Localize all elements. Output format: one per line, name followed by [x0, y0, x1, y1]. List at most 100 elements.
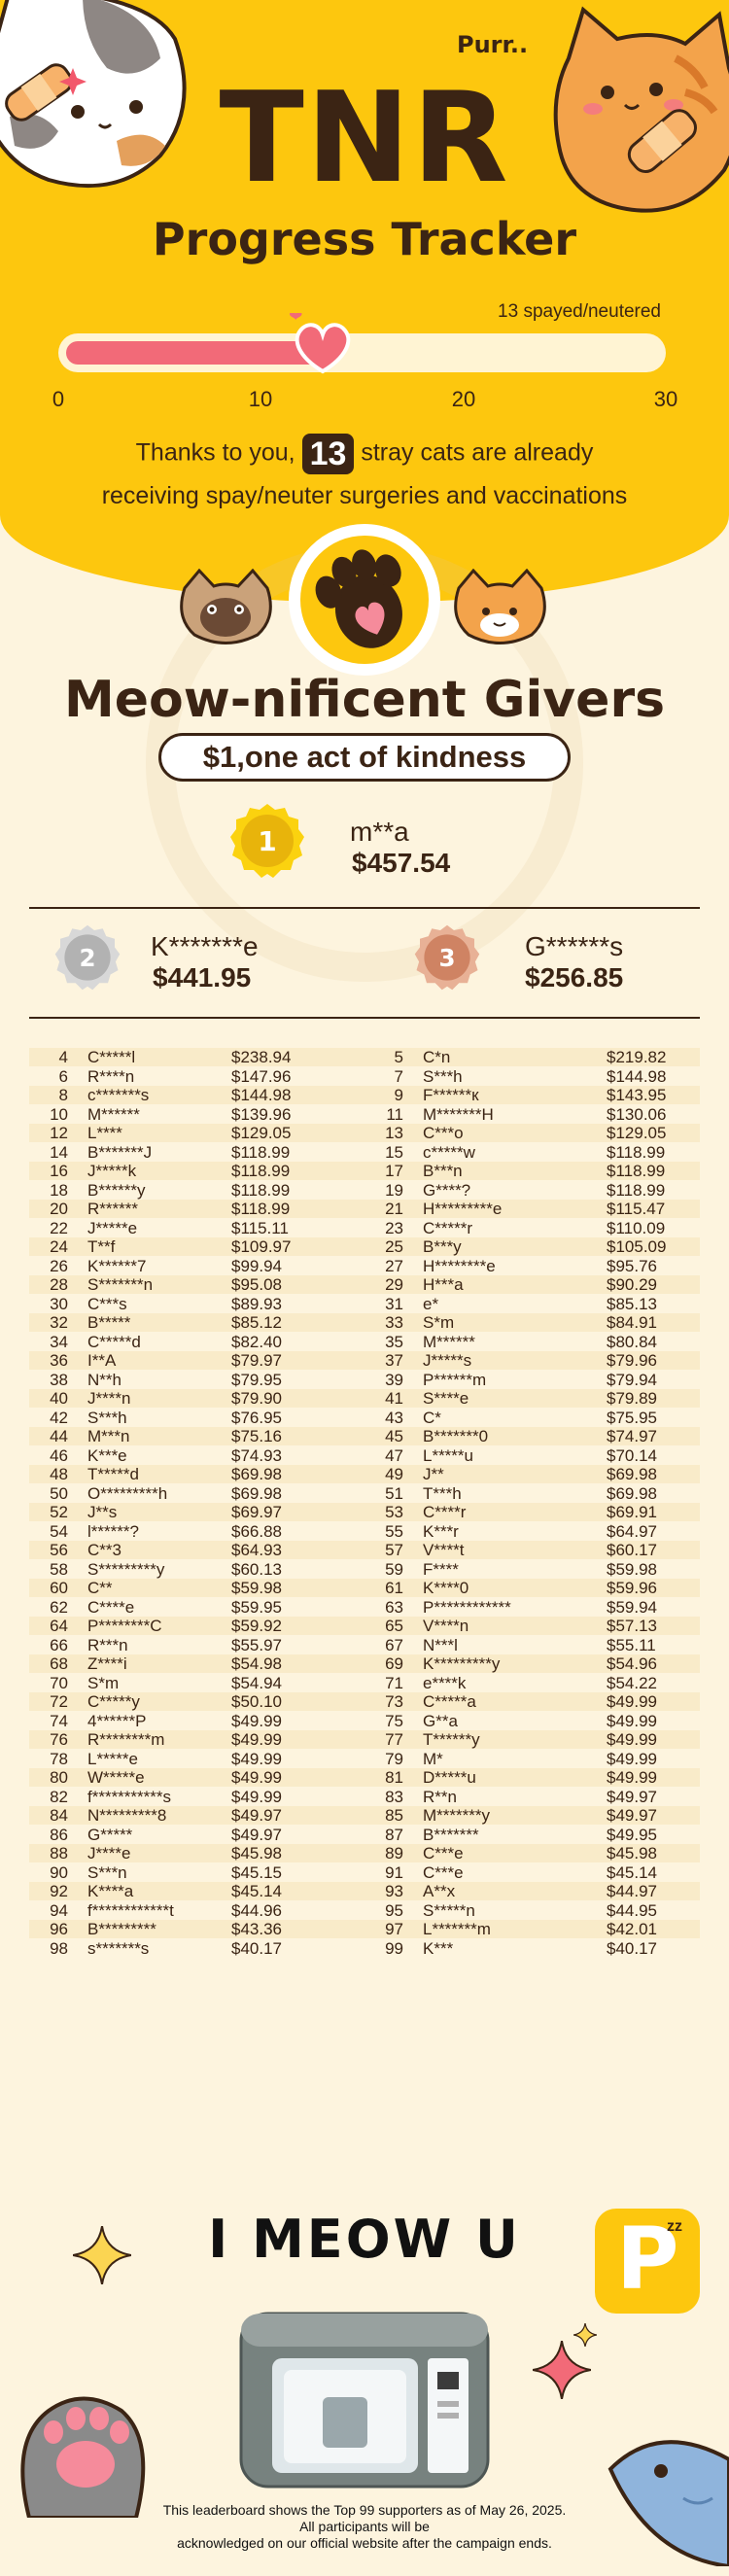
supporter-amount: $79.90 [231, 1389, 282, 1408]
supporter-amount: $70.14 [607, 1446, 657, 1465]
progress-tick-label: 10 [248, 387, 273, 411]
supporter-amount: $45.98 [607, 1844, 657, 1862]
supporter-amount: $49.99 [231, 1730, 282, 1749]
supporter-name: C*****y [87, 1692, 140, 1711]
supporter-amount: $69.98 [231, 1484, 282, 1503]
supporter-rank: 48 [50, 1465, 68, 1483]
silver-name: K*******e [151, 931, 259, 961]
supporter-rank: 26 [50, 1257, 68, 1275]
supporter-name: R********m [87, 1730, 165, 1749]
supporter-amount: $79.95 [231, 1371, 282, 1389]
supporter-rank: 92 [50, 1882, 68, 1900]
supporter-rank: 19 [385, 1181, 403, 1200]
supporter-amount: $129.05 [607, 1124, 667, 1142]
supporter-rank: 34 [50, 1333, 68, 1351]
heart-icon [289, 313, 351, 374]
supporter-name: K*********y [423, 1654, 501, 1673]
supporter-name: C*****a [423, 1692, 476, 1711]
supporter-rank: 35 [385, 1333, 403, 1351]
supporter-amount: $45.15 [231, 1863, 282, 1882]
supporter-rank: 30 [50, 1295, 68, 1313]
leaderboard-row: 50 O*********h $69.98 51 T***h $69.98 [29, 1484, 700, 1503]
supporter-amount: $59.96 [607, 1579, 657, 1597]
supporter-name: K***r [423, 1522, 459, 1541]
supporter-rank: 14 [50, 1143, 68, 1162]
supporter-name: P********C [87, 1617, 162, 1635]
supporter-amount: $69.98 [607, 1465, 657, 1483]
supporter-rank: 93 [385, 1882, 403, 1900]
supporter-name: B***n [423, 1162, 463, 1180]
supporter-amount: $50.10 [231, 1692, 282, 1711]
supporter-amount: $42.01 [607, 1920, 657, 1938]
cat-paw-illustration [20, 2396, 146, 2518]
supporter-name: C****r [423, 1503, 467, 1521]
cat-count-badge: 13 [301, 434, 355, 474]
leaderboard-row: 30 C***s $89.93 31 e* $85.13 [29, 1295, 700, 1313]
supporter-name: V****t [423, 1541, 465, 1559]
supporter-name: Z****i [87, 1654, 127, 1673]
supporter-name: V****n [423, 1617, 469, 1635]
leaderboard-row: 84 N*********8 $49.97 85 M*******y $49.97 [29, 1806, 700, 1825]
i-meow-u-slogan: I MEOW U [208, 2209, 521, 2270]
supporter-name: C***e [423, 1863, 464, 1882]
supporter-amount: $105.09 [607, 1237, 667, 1256]
supporter-amount: $59.95 [231, 1598, 282, 1617]
leaderboard-row: 8 c*******s $144.98 9 F******к $143.95 [29, 1086, 700, 1104]
supporter-name: c*****w [423, 1143, 475, 1162]
supporter-amount: $115.11 [231, 1219, 289, 1237]
supporter-name: K******7 [87, 1257, 147, 1275]
bronze-medal-icon: 3 [414, 924, 480, 991]
supporter-rank: 49 [385, 1465, 403, 1483]
supporter-rank: 27 [385, 1257, 403, 1275]
brand-logo: P zz [595, 2209, 700, 2314]
supporter-rank: 90 [50, 1863, 68, 1882]
supporter-name: l******? [87, 1522, 139, 1541]
supporter-rank: 73 [385, 1692, 403, 1711]
leaderboard-row: 64 P********C $59.92 65 V****n $57.13 [29, 1617, 700, 1635]
supporter-name: M****** [423, 1333, 475, 1351]
supporter-name: B********* [87, 1920, 156, 1938]
thanks-prefix: Thanks to you, [135, 438, 295, 467]
leaderboard-row: 52 J**s $69.97 53 C****r $69.91 [29, 1503, 700, 1521]
leaderboard-row: 48 T*****d $69.98 49 J** $69.98 [29, 1465, 700, 1483]
supporter-amount: $49.97 [607, 1788, 657, 1806]
divider-top [29, 907, 700, 909]
supporter-name: C* [423, 1409, 441, 1427]
supporter-name: S****e [423, 1389, 469, 1408]
leaderboard-row: 72 C*****y $50.10 73 C*****a $49.99 [29, 1692, 700, 1711]
supporter-name: F******к [423, 1086, 479, 1104]
leaderboard-row: 56 C**3 $64.93 57 V****t $60.17 [29, 1541, 700, 1559]
supporter-name: f************t [87, 1901, 174, 1920]
silver-amount: $441.95 [153, 962, 252, 992]
supporter-name: P******m [423, 1371, 487, 1389]
supporter-rank: 36 [50, 1351, 68, 1370]
supporter-amount: $40.17 [607, 1939, 657, 1958]
supporter-name: C***e [423, 1844, 464, 1862]
supporter-name: R****** [87, 1200, 138, 1218]
supporter-amount: $59.92 [231, 1617, 282, 1635]
supporter-name: M*******y [423, 1806, 490, 1825]
supporter-rank: 87 [385, 1826, 403, 1844]
hero-banner: Purr.. TNR Progress Tracker 13 spayed/ne… [0, 0, 729, 603]
supporter-name: I**A [87, 1351, 117, 1370]
supporter-name: N**h [87, 1371, 122, 1389]
page-title: TNR [219, 66, 510, 211]
leaderboard-row: 46 K***e $74.93 47 L*****u $70.14 [29, 1446, 700, 1465]
supporter-name: 4******P [87, 1712, 147, 1730]
supporter-amount: $99.94 [231, 1257, 282, 1275]
supporter-rank: 37 [385, 1351, 403, 1370]
supporter-amount: $49.99 [607, 1768, 657, 1787]
supporter-amount: $74.97 [607, 1427, 657, 1445]
supporter-name: B******y [87, 1181, 146, 1200]
supporter-name: J*****e [87, 1219, 138, 1237]
supporter-amount: $59.98 [607, 1560, 657, 1579]
supporter-amount: $118.99 [607, 1143, 666, 1162]
supporter-name: L*******m [423, 1920, 491, 1938]
supporter-rank: 28 [50, 1275, 68, 1294]
supporter-name: K****a [87, 1882, 134, 1900]
supporter-rank: 89 [385, 1844, 403, 1862]
supporter-amount: $69.97 [231, 1503, 282, 1521]
supporter-name: B***y [423, 1237, 462, 1256]
supporter-name: C**3 [87, 1541, 122, 1559]
leaderboard-row: 92 K****a $45.14 93 A**x $44.97 [29, 1882, 700, 1900]
